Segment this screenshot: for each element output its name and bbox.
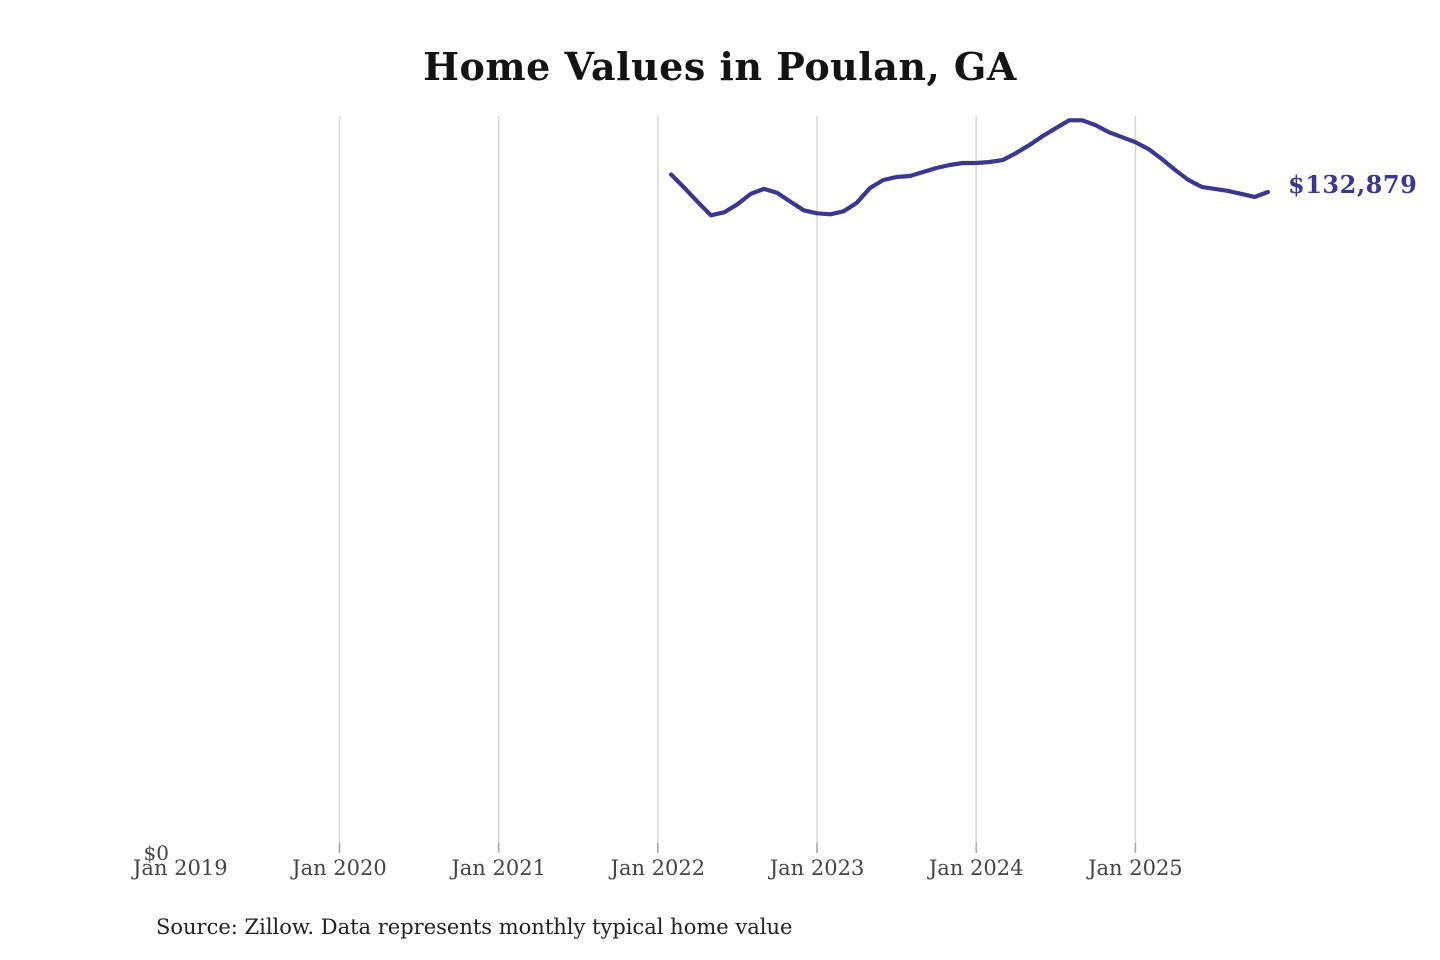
chart-title: Home Values in Poulan, GA [423,44,1017,89]
x-axis-tick-label: Jan 2019 [133,856,228,880]
y-axis-zero-label: $0 [143,841,169,865]
x-axis-tick-label: Jan 2022 [610,856,706,880]
x-axis-tick-label: Jan 2025 [1088,856,1183,880]
source-note: Source: Zillow. Data represents monthly … [156,915,793,939]
x-axis-tick-label: Jan 2020 [292,856,387,880]
home-value-line [668,118,1271,218]
latest-value-label: $132,879 [1288,170,1418,199]
x-axis-tick-label: Jan 2021 [451,856,546,880]
x-axis-tick-label: Jan 2024 [928,856,1024,880]
x-axis-tick-label: Jan 2023 [769,856,865,880]
